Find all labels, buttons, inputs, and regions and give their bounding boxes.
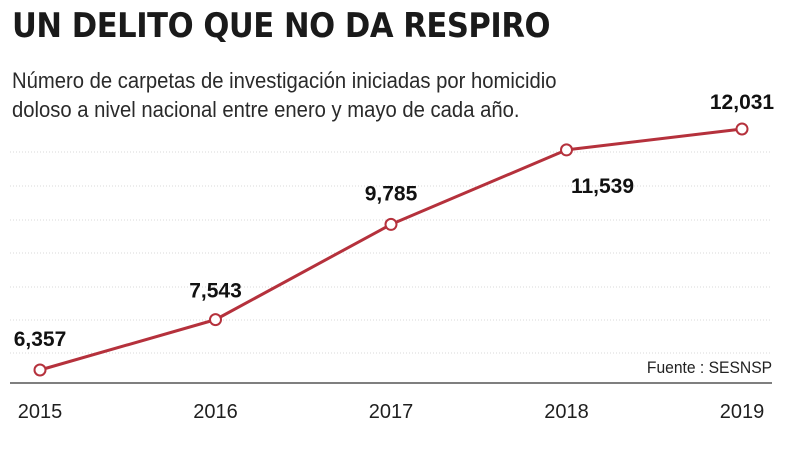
data-label-2018: 11,539 (571, 175, 634, 198)
data-point-2019 (735, 122, 749, 136)
chart-title: UN DELITO QUE NO DA RESPIRO (12, 6, 551, 46)
data-point-2016 (209, 313, 222, 327)
x-tick-label-2019: 2019 (720, 401, 765, 423)
data-label-2016: 7,543 (189, 280, 242, 303)
data-point-2017 (384, 217, 398, 231)
chart-subtitle: Número de carpetas de investigación inic… (12, 68, 557, 122)
data-label-2017: 9,785 (365, 182, 418, 205)
data-label-2015: 6,357 (14, 328, 67, 351)
data-label-2019: 12,031 (710, 91, 775, 114)
x-tick-label-2018: 2018 (544, 401, 589, 423)
data-point-2015 (33, 363, 47, 377)
source-note: Fuente : SESNSP (646, 358, 772, 377)
x-tick-label-2015: 2015 (18, 401, 63, 423)
x-tick-label-2017: 2017 (369, 401, 414, 423)
series-line (39, 127, 743, 372)
x-tick-label-2016: 2016 (193, 401, 238, 423)
data-point-2018 (560, 143, 573, 157)
